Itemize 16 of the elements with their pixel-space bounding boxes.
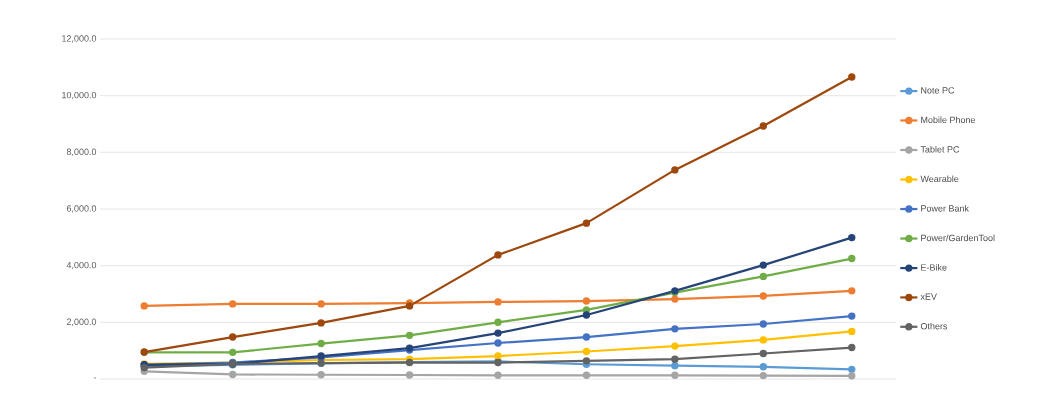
legend-label: Power/GardenTool: [921, 234, 995, 242]
legend-label: Note PC: [921, 87, 955, 94]
y-tick-label: 10,000.0: [62, 91, 97, 100]
legend-label: Power Bank: [921, 205, 969, 212]
legend-label: Tablet PC: [920, 145, 960, 153]
y-tick-label: 8,000.0: [66, 148, 97, 157]
legend-label: E-Bike: [921, 264, 947, 271]
y-tick-label: -: [93, 377, 97, 379]
legend-label: Others: [920, 322, 948, 330]
legend-label: Wearable: [920, 175, 959, 183]
legend-label: xEV: [920, 293, 937, 300]
y-tick-label: 4,000.0: [66, 261, 97, 270]
y-tick-label: 6,000.0: [66, 205, 97, 213]
y-tick-label: 12,000.0: [62, 35, 97, 43]
y-tick-label: 2,000.0: [66, 318, 97, 327]
legend-label: Mobile Phone: [921, 116, 976, 124]
